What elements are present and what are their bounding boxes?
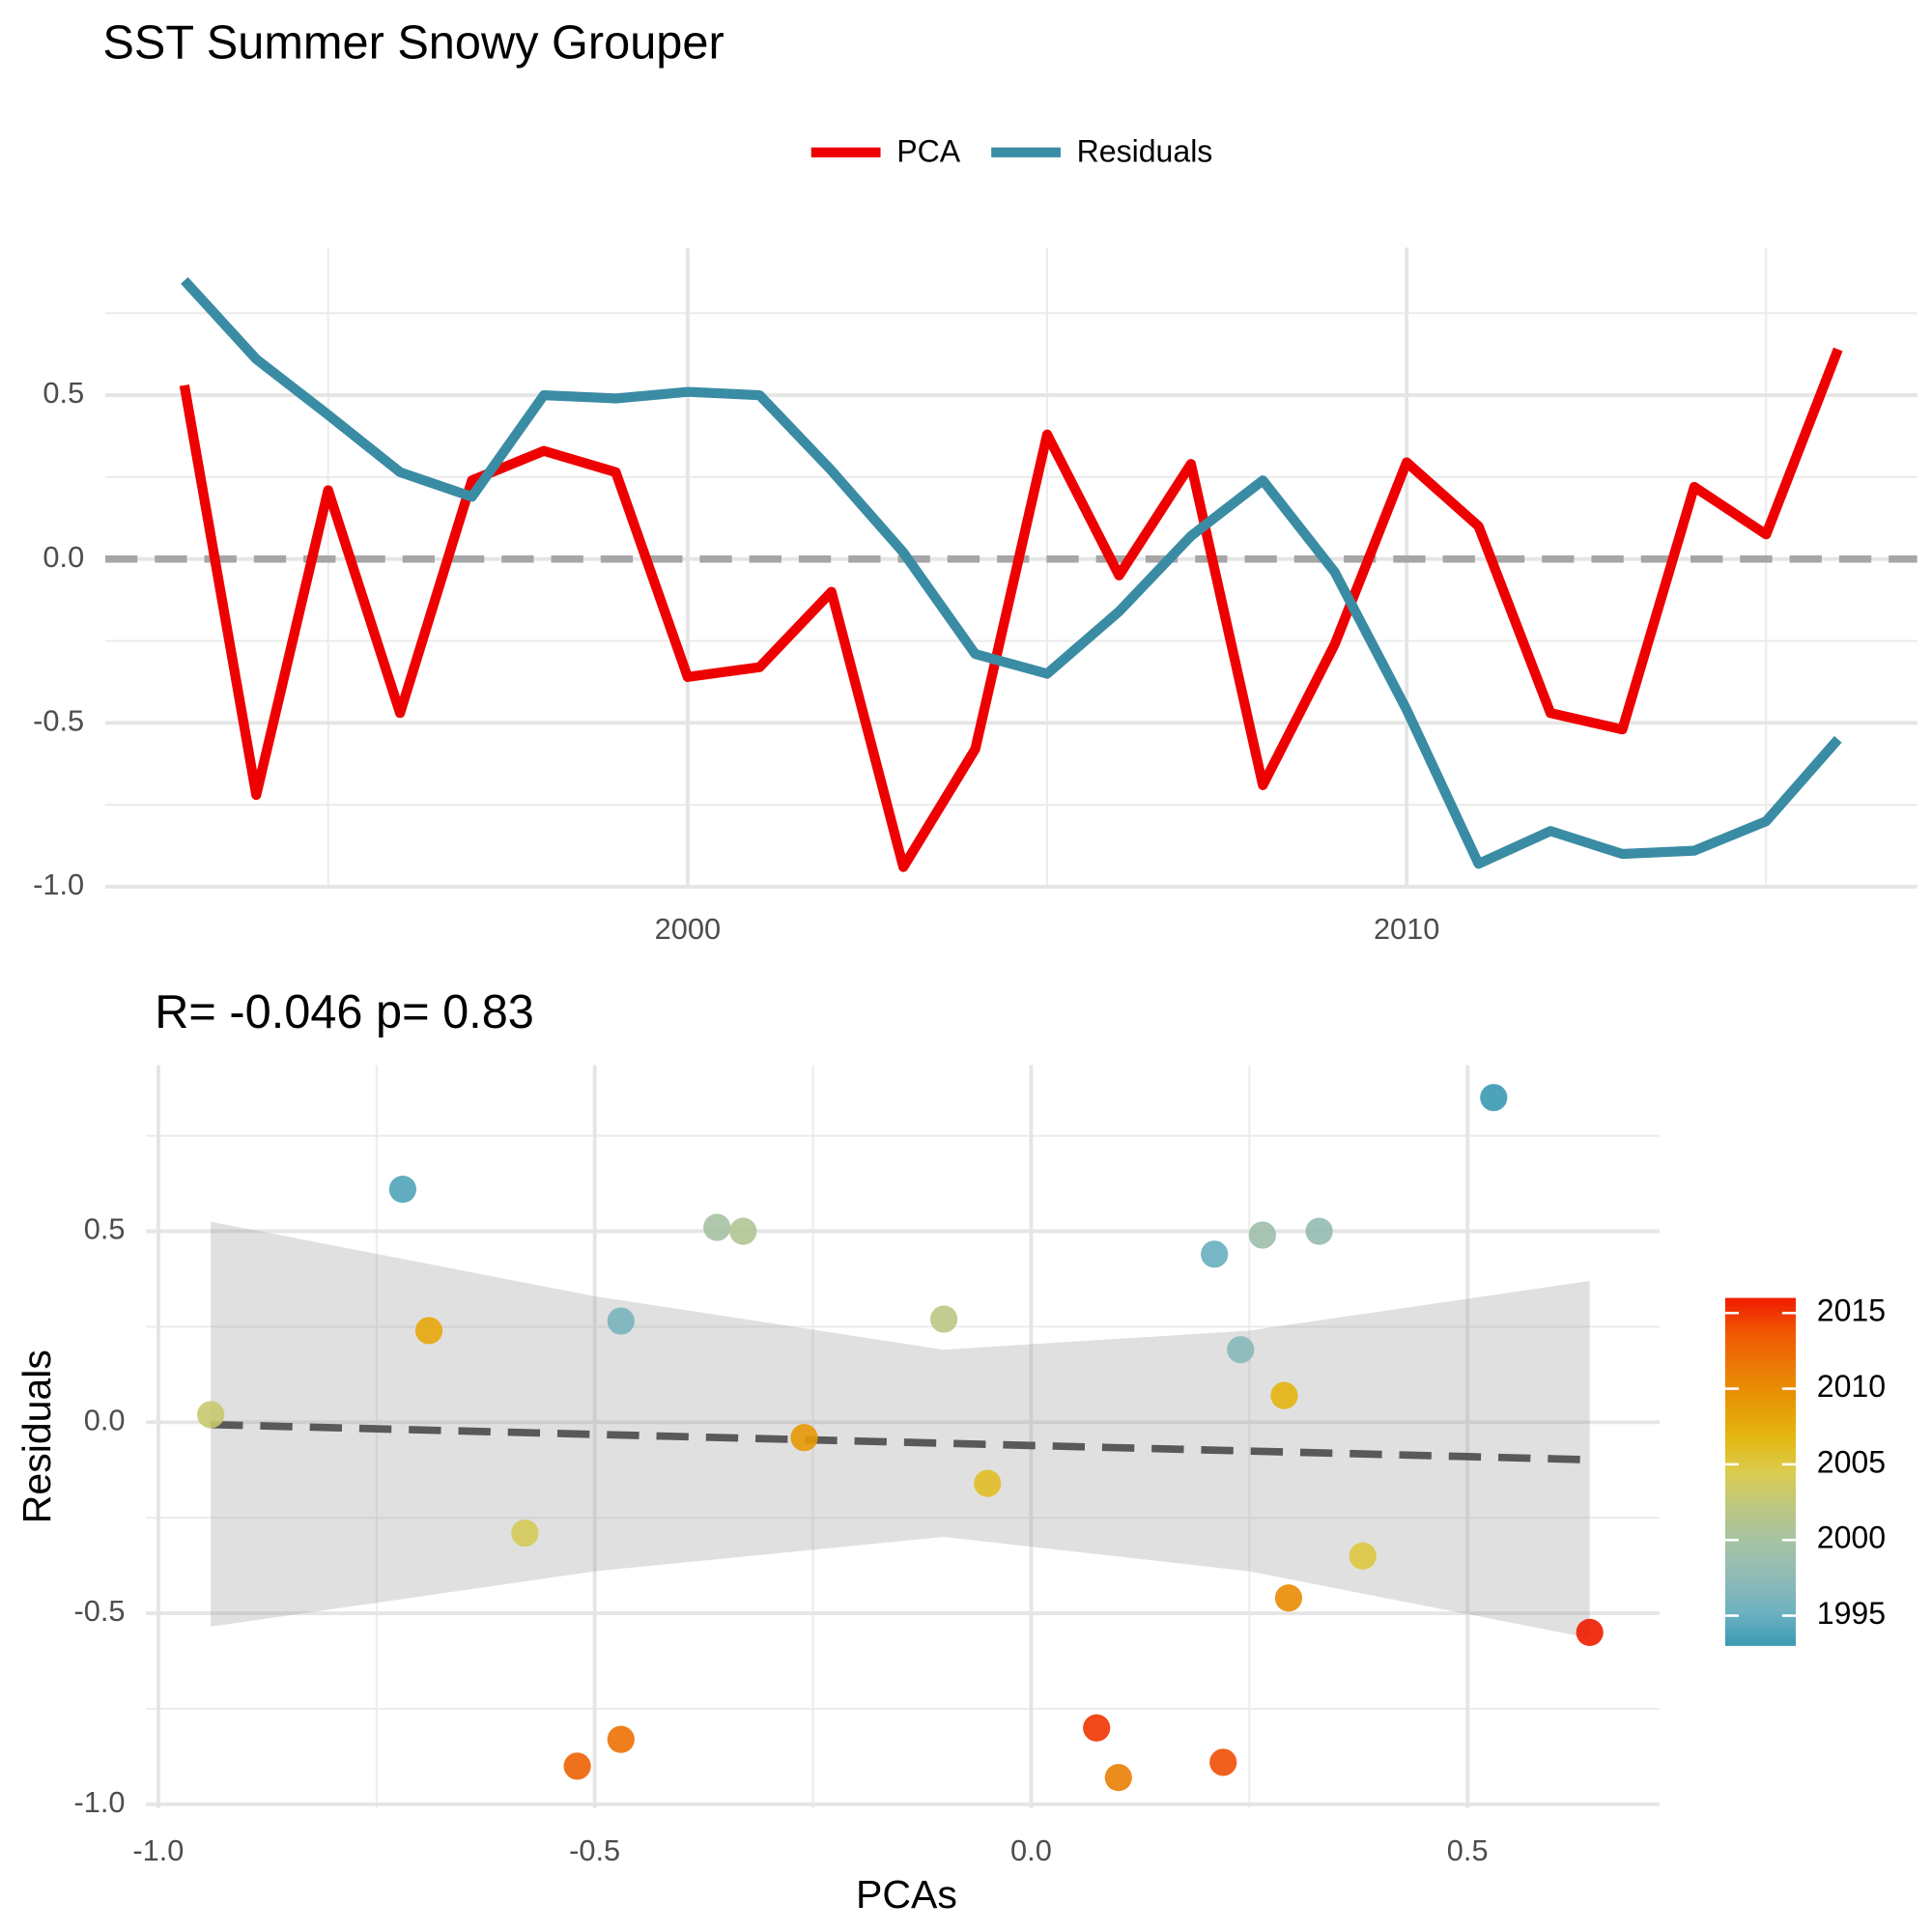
colorbar-label: 1995 — [1817, 1596, 1886, 1631]
y-tick-label: -0.5 — [33, 703, 84, 737]
scatter-point — [1083, 1714, 1111, 1742]
series-line — [181, 276, 1842, 869]
scatter-point — [563, 1752, 591, 1780]
scatter-point — [729, 1217, 757, 1245]
x-tick-label: 2010 — [1374, 912, 1439, 946]
scatter-point — [1480, 1084, 1508, 1112]
scatter-point — [1104, 1764, 1132, 1792]
scatter-point — [1576, 1618, 1604, 1646]
y-tick-label: -1.0 — [33, 867, 84, 901]
chart-title: SST Summer Snowy Grouper — [102, 16, 724, 69]
scatter-point — [1227, 1336, 1255, 1364]
scatter-point — [607, 1307, 635, 1335]
colorbar-label: 2005 — [1817, 1444, 1886, 1479]
scatter-point — [790, 1424, 818, 1452]
x-axis-title: PCAs — [856, 1872, 957, 1917]
scatter-point — [388, 1175, 417, 1204]
scatter-point — [1305, 1217, 1333, 1245]
scatter-point — [197, 1401, 225, 1429]
legend-label: PCA — [896, 133, 961, 168]
y-tick-label: 0.0 — [43, 540, 84, 574]
fit-line — [211, 1420, 1590, 1463]
x-tick-label: 2000 — [655, 912, 721, 946]
chart-subtitle: R= -0.046 p= 0.83 — [155, 986, 534, 1038]
y-tick-label: 0.5 — [84, 1212, 126, 1246]
legend-label: Residuals — [1077, 133, 1213, 168]
series-line — [179, 347, 1843, 872]
y-tick-label: -1.0 — [73, 1785, 125, 1819]
y-tick-label: 0.0 — [84, 1403, 126, 1436]
scatter-point — [607, 1725, 635, 1753]
x-tick-label: -0.5 — [569, 1833, 620, 1867]
colorbar — [1724, 1297, 1796, 1646]
scatter-point — [1248, 1221, 1276, 1249]
x-tick-label: 0.5 — [1447, 1833, 1489, 1867]
scatter-point — [1349, 1542, 1377, 1570]
scatter-point — [929, 1305, 958, 1333]
scatter-point — [1209, 1748, 1237, 1776]
scatter-point — [703, 1213, 731, 1241]
scatter-point — [1270, 1381, 1298, 1409]
scatter-point — [414, 1317, 443, 1345]
scatter-point — [511, 1519, 539, 1548]
colorbar-label: 2015 — [1817, 1293, 1886, 1328]
y-axis-title: Residuals — [14, 1350, 59, 1523]
colorbar-label: 2000 — [1817, 1520, 1886, 1555]
scatter-point — [974, 1469, 1002, 1497]
scatter-point — [1201, 1240, 1229, 1268]
x-tick-label: -1.0 — [132, 1833, 184, 1867]
x-tick-label: 0.0 — [1010, 1833, 1052, 1867]
confidence-band — [211, 1221, 1590, 1638]
colorbar-label: 2010 — [1817, 1369, 1886, 1404]
y-tick-label: 0.5 — [43, 376, 84, 410]
y-tick-label: -0.5 — [73, 1594, 125, 1628]
scatter-point — [1274, 1584, 1303, 1612]
